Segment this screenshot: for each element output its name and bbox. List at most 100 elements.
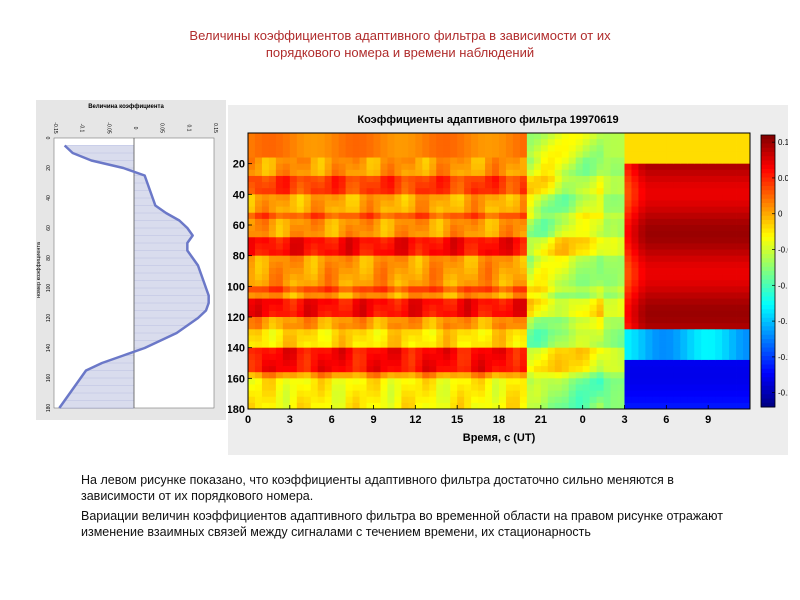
heatmap-cell (512, 402, 521, 410)
heatmap-cell (268, 182, 277, 189)
heatmap-cell (715, 157, 723, 165)
heatmap-cell (561, 163, 570, 171)
heatmap-cell (638, 353, 646, 361)
heatmap-cell (387, 225, 395, 232)
heatmap-cell (248, 353, 256, 361)
heatmap-cell (352, 292, 360, 299)
heatmap-cell (436, 292, 444, 299)
heatmap-cell (743, 243, 751, 250)
heatmap-cell (380, 200, 388, 207)
colorbar-segment (761, 224, 775, 229)
heatmap-cell (443, 317, 451, 324)
heatmap-cell (345, 390, 353, 398)
heatmap-cell (317, 218, 326, 226)
heatmap-cell (254, 359, 263, 367)
heatmap-cell (512, 157, 521, 165)
heatmap-cell (575, 280, 584, 287)
heatmap-cell (254, 249, 263, 257)
heatmap-cell (589, 133, 598, 140)
heatmap-cell (310, 182, 319, 189)
heatmap-cell (248, 329, 256, 336)
heatmap-cell (275, 396, 284, 404)
heatmap-cell (492, 310, 500, 318)
heatmap-cell (352, 151, 360, 158)
heatmap-cell (624, 335, 632, 342)
heatmap-cell (464, 298, 472, 306)
heatmap-cell (673, 261, 681, 269)
heatmap-cell (596, 341, 604, 349)
heatmap-cell (673, 402, 681, 410)
heatmap-cell (673, 384, 681, 391)
heatmap-cell (687, 225, 695, 232)
heatmap-cell (617, 133, 625, 140)
heatmap-cell (729, 249, 737, 257)
heatmap-cell (296, 200, 305, 207)
heatmap-cell (471, 366, 479, 373)
heatmap-cell (652, 212, 660, 220)
heatmap-cell (736, 286, 744, 293)
heatmap-cell (589, 157, 598, 165)
heatmap-cell (317, 366, 326, 373)
heatmap-cell (492, 243, 500, 250)
heatmap-cell (317, 274, 326, 281)
heatmap-cell (652, 353, 660, 361)
heatmap-cell (261, 341, 270, 349)
heatmap-cell (359, 390, 367, 398)
heatmap-cell (533, 231, 542, 238)
heatmap-cell (415, 243, 423, 250)
heatmap-cell (743, 359, 751, 367)
heatmap-cell (415, 206, 423, 214)
heatmap-cell (296, 341, 305, 349)
heatmap-cell (394, 304, 402, 312)
heatmap-cell (589, 163, 598, 171)
heatmap-cell (296, 347, 305, 355)
heatmap-cell (673, 212, 681, 220)
heatmap-cell (275, 212, 284, 220)
heatmap-cell (296, 249, 305, 257)
heatmap-cell (652, 402, 660, 410)
heatmap-cell (345, 378, 353, 385)
heatmap-cell (645, 261, 653, 269)
heatmap-cell (519, 298, 528, 306)
heatmap-cell (373, 378, 381, 385)
heatmap-cell (317, 267, 326, 275)
heatmap-cell (338, 231, 347, 238)
heatmap-cell (729, 402, 737, 410)
heatmap-cell (338, 396, 347, 404)
heatmap-cell (324, 286, 333, 293)
heatmap-cell (373, 175, 381, 183)
heatmap-cell (596, 317, 604, 324)
heatmap-cell (596, 249, 604, 257)
heatmap-cell (631, 231, 639, 238)
heatmap-cell (387, 402, 395, 410)
heatmap-cell (673, 329, 681, 336)
heatmap-cell (680, 182, 688, 189)
heatmap-cell (338, 292, 347, 299)
heatmap-cell (603, 280, 611, 287)
heatmap-cell (359, 237, 367, 244)
heatmap-cell (568, 200, 577, 207)
heatmap-cell (436, 261, 444, 269)
heatmap-cell (645, 310, 653, 318)
heatmap-cell (736, 329, 744, 336)
heatmap-cell (485, 335, 493, 342)
heatmap-cell (401, 366, 409, 373)
heatmap-cell (345, 261, 353, 269)
heatmap-cell (680, 402, 688, 410)
heatmap-cell (519, 212, 528, 220)
heatmap-cell (366, 384, 374, 391)
heatmap-cell (275, 151, 284, 158)
heatmap-cell (422, 261, 430, 269)
heatmap-cell (471, 402, 479, 410)
heatmap-cell (478, 378, 486, 385)
heatmap-cell (345, 169, 353, 177)
heatmap-cell (275, 372, 284, 379)
heatmap-cell (352, 133, 360, 140)
heatmap-cell (303, 243, 312, 250)
heatmap-cell (617, 353, 625, 361)
heatmap-cell (471, 243, 479, 250)
heatmap-cell (722, 280, 730, 287)
heatmap-cell (436, 206, 444, 214)
heatmap-cell (499, 261, 507, 269)
